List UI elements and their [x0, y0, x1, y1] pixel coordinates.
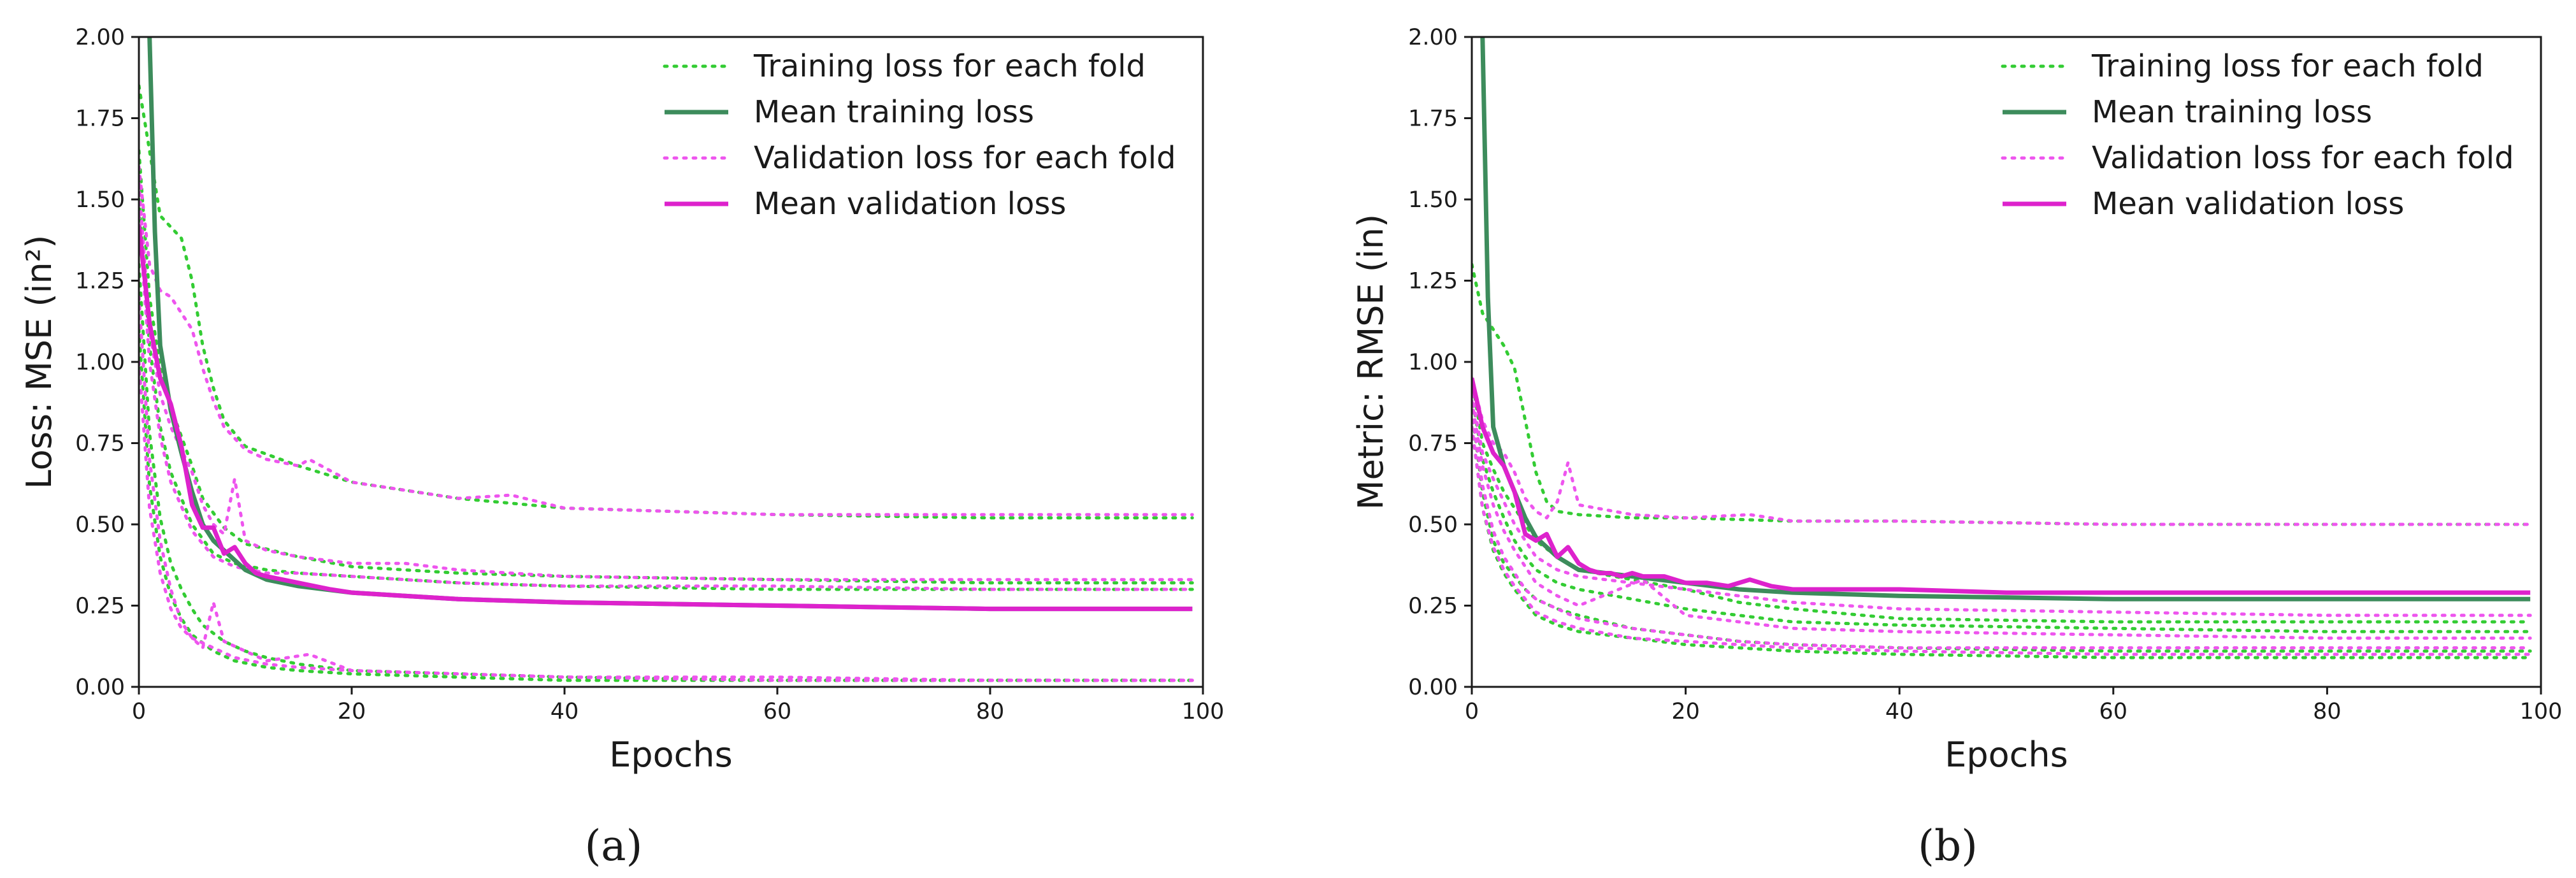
- y-tick-label: 2.00: [75, 25, 125, 50]
- x-axis-label: Epochs: [609, 735, 732, 775]
- series-line-training-loss-fold-5: [1472, 425, 2532, 659]
- legend-label-mean-training-loss: Mean training loss: [754, 94, 1034, 130]
- y-tick-label: 1.00: [1408, 350, 1458, 375]
- x-tick-label: 20: [1671, 699, 1700, 724]
- series-line-training-loss-fold-1: [1472, 263, 2532, 526]
- series-line-validation-loss-fold-1: [139, 165, 1194, 517]
- panel-caption: (b): [1918, 821, 1978, 870]
- y-tick-label: 0.00: [75, 675, 125, 700]
- legend-label-training-loss-for-each-fold: Training loss for each fold: [2091, 48, 2484, 84]
- y-tick-label: 0.25: [75, 594, 125, 619]
- y-tick-label: 1.25: [1408, 269, 1458, 294]
- series-line-mean-training-loss: [147, 37, 1193, 612]
- series-line-mean-validation-loss: [139, 225, 1193, 612]
- series-line-validation-loss-fold-4: [139, 295, 1194, 682]
- legend: Training loss for each fold Mean training…: [663, 48, 1176, 222]
- x-tick-label: 60: [763, 699, 792, 724]
- series-group: [139, 37, 1194, 682]
- series-line-training-loss-fold-4: [139, 263, 1194, 682]
- series-line-mean-validation-loss: [1472, 377, 2531, 595]
- x-tick-label: 40: [550, 699, 579, 724]
- chart-panel-b: 0 20 40 60 80 100 0.00 0.25 0.50 0.75 1.00 1.25 1.50…: [1351, 25, 2562, 870]
- y-tick-label: 1.50: [1408, 187, 1458, 213]
- series-line-validation-loss-fold-5: [139, 360, 1194, 682]
- plot-frame: [1471, 36, 2542, 688]
- x-tick-label: 0: [1465, 699, 1479, 724]
- series-line-mean-training-loss: [1480, 37, 2531, 601]
- legend-label-validation-loss-for-each-fold: Validation loss for each fold: [2092, 140, 2514, 176]
- x-tick-label: 100: [1182, 699, 1225, 724]
- series-line-training-loss-fold-3: [1472, 392, 2532, 633]
- series-group: [1472, 37, 2532, 659]
- x-tick-label: 100: [2520, 699, 2563, 724]
- y-tick-label: 2.00: [1408, 25, 1458, 50]
- y-tick-label: 0.75: [75, 431, 125, 457]
- y-tick-label: 1.25: [75, 269, 125, 294]
- panel-caption: (a): [585, 821, 643, 870]
- y-tick-label: 1.00: [75, 350, 125, 375]
- y-tick-label: 0.50: [1408, 512, 1458, 538]
- y-tick-label: 1.75: [75, 106, 125, 132]
- series-line-training-loss-fold-5: [139, 327, 1194, 682]
- series-line-validation-loss-fold-3: [1472, 399, 2532, 640]
- legend-label-training-loss-for-each-fold: Training loss for each fold: [753, 48, 1146, 84]
- legend-label-mean-validation-loss: Mean validation loss: [754, 186, 1066, 222]
- series-line-validation-loss-fold-1: [1472, 377, 2532, 526]
- series-line-training-loss-fold-3: [139, 198, 1194, 591]
- y-tick-label: 1.75: [1408, 106, 1458, 132]
- series-line-validation-loss-fold-2: [1472, 392, 2532, 617]
- y-tick-label: 1.50: [75, 187, 125, 213]
- legend-label-validation-loss-for-each-fold: Validation loss for each fold: [754, 140, 1176, 176]
- legend-label-mean-training-loss: Mean training loss: [2092, 94, 2372, 130]
- x-tick-label: 80: [976, 699, 1005, 724]
- y-tick-label: 0.25: [1408, 594, 1458, 619]
- legend: Training loss for each fold Mean training…: [2001, 48, 2514, 222]
- x-tick-label: 20: [338, 699, 366, 724]
- series-line-validation-loss-fold-5: [1472, 425, 2532, 656]
- x-axis-label: Epochs: [1945, 735, 2068, 775]
- series-line-validation-loss-fold-4: [1472, 409, 2532, 650]
- x-tick-label: 40: [1885, 699, 1914, 724]
- series-line-training-loss-fold-4: [1472, 409, 2532, 653]
- legend-label-mean-validation-loss: Mean validation loss: [2092, 186, 2404, 222]
- y-tick-label: 0.75: [1408, 431, 1458, 457]
- series-line-validation-loss-fold-2: [139, 182, 1194, 582]
- chart-panel-a: 0 20 40 60 80 100 0.00 0.25 0.50 0.75 1.00 1.25 1.50…: [19, 25, 1224, 870]
- series-line-validation-loss-fold-3: [139, 214, 1194, 591]
- y-axis-label: Loss: MSE (in²): [19, 235, 59, 489]
- x-tick-label: 0: [132, 699, 146, 724]
- y-tick-label: 0.50: [75, 512, 125, 538]
- y-axis-label: Metric: RMSE (in): [1351, 214, 1391, 510]
- x-tick-label: 80: [2313, 699, 2342, 724]
- y-tick-label: 0.00: [1408, 675, 1458, 700]
- x-tick-label: 60: [2099, 699, 2128, 724]
